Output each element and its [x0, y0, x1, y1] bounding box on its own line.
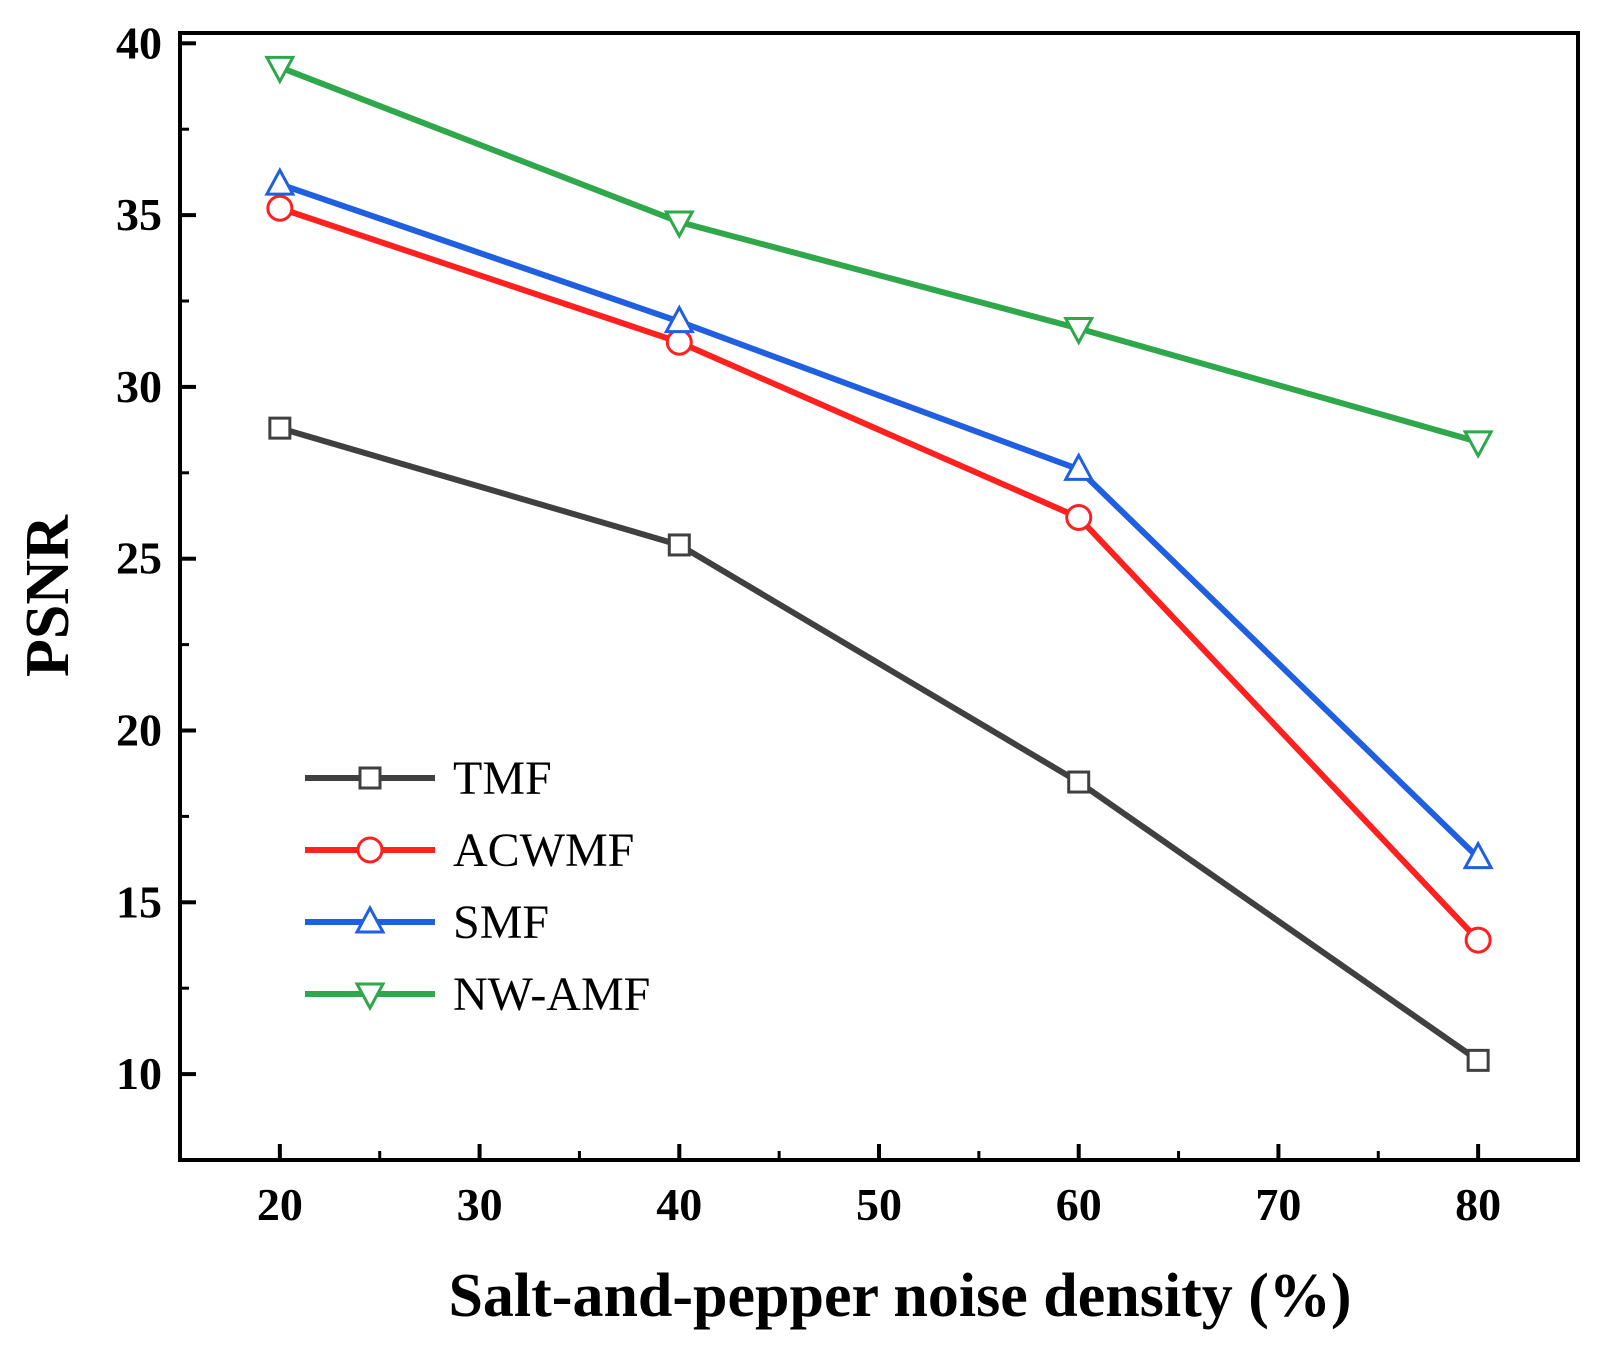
- x-axis: 20 30 40 50 60 70 80: [257, 1144, 1501, 1230]
- plot-frame: [178, 31, 1580, 1162]
- legend-label-smf: SMF: [453, 896, 549, 949]
- x-tick-label: 80: [1455, 1179, 1501, 1230]
- series-nw-amf: [264, 55, 1494, 460]
- legend-item-nw-amf: NW-AMF: [305, 968, 650, 1021]
- legend-marker-tmf: [358, 766, 382, 790]
- data-point-smf: [663, 304, 695, 334]
- legend-marker-acwmf: [356, 836, 384, 864]
- x-tick-label: 30: [457, 1179, 503, 1230]
- legend-marker-smf: [354, 904, 386, 934]
- legend-marker-nw-amf: [354, 982, 386, 1012]
- data-point-acwmf: [1065, 503, 1093, 531]
- y-axis: 10 15 20 25 30 35 40: [116, 17, 196, 1099]
- y-tick-label: 15: [116, 876, 162, 927]
- legend-label-acwmf: ACWMF: [453, 824, 634, 877]
- data-point-nw-amf: [663, 210, 695, 240]
- data-point-nw-amf: [1462, 430, 1494, 460]
- y-tick-label: 25: [116, 533, 162, 584]
- legend-item-smf: SMF: [305, 896, 549, 949]
- x-tick-label: 20: [257, 1179, 303, 1230]
- data-point-acwmf: [1464, 926, 1492, 954]
- data-point-smf: [1063, 452, 1095, 481]
- y-tick-label: 20: [116, 705, 162, 756]
- data-point-acwmf: [665, 328, 693, 356]
- legend-item-acwmf: ACWMF: [305, 824, 634, 877]
- x-axis-title: Salt-and-pepper noise density (%): [448, 1262, 1351, 1330]
- data-point-smf: [264, 167, 296, 196]
- series-smf: [264, 167, 1494, 870]
- data-point-tmf: [1466, 1048, 1490, 1072]
- x-tick-label: 70: [1255, 1179, 1301, 1230]
- y-axis-title: PSNR: [14, 514, 82, 677]
- data-point-tmf: [667, 533, 691, 557]
- series-line-smf: [278, 181, 1481, 860]
- legend-label-tmf: TMF: [453, 752, 552, 805]
- series-line-acwmf: [278, 205, 1481, 943]
- series-line-nw-amf: [278, 64, 1479, 445]
- data-point-tmf: [1067, 770, 1091, 794]
- legend-label-nw-amf: NW-AMF: [453, 968, 650, 1021]
- data-point-nw-amf: [264, 55, 296, 85]
- x-tick-label: 40: [656, 1179, 702, 1230]
- series-line-tmf: [279, 425, 1480, 1063]
- x-tick-label: 60: [1056, 1179, 1102, 1230]
- y-tick-label: 30: [116, 361, 162, 412]
- data-point-tmf: [268, 416, 292, 440]
- plot-series: [264, 55, 1494, 1072]
- data-point-acwmf: [266, 194, 294, 222]
- data-point-nw-amf: [1063, 316, 1095, 346]
- y-tick-label: 10: [116, 1048, 162, 1099]
- legend: TMF ACWMF SMF NW-AMF: [305, 752, 650, 1021]
- y-tick-label: 35: [116, 189, 162, 240]
- x-tick-label: 50: [856, 1179, 902, 1230]
- series-tmf: [268, 416, 1490, 1072]
- y-tick-label: 40: [116, 17, 162, 68]
- data-point-smf: [1462, 840, 1494, 870]
- legend-item-tmf: TMF: [305, 752, 552, 805]
